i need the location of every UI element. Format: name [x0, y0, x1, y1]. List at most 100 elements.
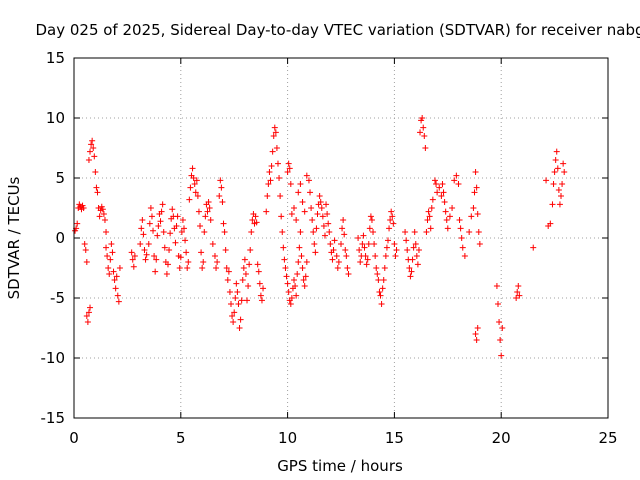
data-point	[316, 193, 323, 199]
x-tick-labels: 0 5 10 15 20 25	[69, 429, 617, 447]
x-tick-label: 15	[385, 429, 404, 447]
data-point	[189, 165, 196, 172]
data-point	[166, 247, 173, 253]
data-point	[295, 189, 302, 196]
data-point	[340, 217, 347, 223]
data-point	[313, 225, 320, 232]
data-point	[286, 165, 293, 172]
data-point	[152, 268, 159, 275]
data-point	[83, 313, 90, 319]
data-point	[197, 223, 204, 229]
data-point	[359, 241, 366, 247]
data-point	[456, 217, 463, 223]
data-point	[317, 199, 324, 205]
data-point	[139, 217, 146, 223]
data-point	[473, 184, 480, 191]
data-point	[223, 265, 230, 271]
data-point	[344, 265, 351, 271]
data-point	[302, 273, 309, 280]
data-point	[370, 229, 377, 235]
data-point	[293, 217, 300, 223]
data-point	[225, 268, 232, 275]
data-point	[443, 217, 450, 223]
data-point	[260, 285, 267, 292]
data-point	[389, 213, 396, 220]
data-point	[297, 181, 304, 187]
data-point	[252, 213, 259, 220]
data-point	[206, 205, 213, 211]
data-point	[179, 217, 186, 223]
data-point	[559, 181, 566, 187]
data-point	[280, 244, 287, 251]
data-point	[413, 253, 420, 259]
data-point	[217, 177, 224, 184]
data-point	[258, 297, 265, 304]
data-point	[169, 206, 176, 213]
data-point	[422, 145, 429, 151]
data-point	[547, 220, 554, 227]
data-point	[237, 316, 244, 323]
data-point	[253, 219, 260, 226]
data-point	[287, 181, 294, 187]
data-point	[374, 271, 381, 277]
data-point	[105, 265, 112, 271]
data-point	[183, 249, 190, 256]
data-point	[371, 241, 378, 247]
data-point	[297, 229, 304, 235]
data-point	[160, 229, 167, 235]
data-point	[291, 205, 298, 211]
data-point	[360, 232, 367, 239]
data-point	[386, 225, 393, 232]
data-point	[158, 208, 165, 215]
data-point	[256, 280, 263, 287]
data-point	[530, 244, 537, 251]
data-point	[248, 229, 255, 235]
data-point	[325, 220, 332, 227]
data-point	[355, 235, 362, 241]
data-point	[494, 301, 501, 307]
data-point	[276, 175, 283, 181]
data-point	[288, 211, 295, 217]
data-point	[238, 297, 245, 304]
data-point	[138, 225, 145, 232]
data-point	[341, 231, 348, 238]
data-point	[434, 189, 441, 196]
data-point	[110, 268, 117, 275]
data-point	[192, 189, 199, 196]
data-point	[87, 304, 94, 311]
data-point	[384, 237, 391, 244]
data-point	[148, 213, 155, 220]
data-point	[235, 301, 242, 307]
data-point	[287, 301, 294, 307]
data-point	[426, 213, 433, 220]
data-point	[420, 124, 427, 131]
data-point	[552, 157, 559, 163]
data-point	[100, 211, 107, 217]
data-point	[143, 251, 150, 258]
data-point	[423, 229, 430, 235]
data-point	[277, 193, 284, 199]
data-point	[190, 175, 197, 181]
data-point	[115, 298, 122, 305]
data-point	[263, 208, 270, 215]
data-point	[412, 241, 419, 247]
data-point	[194, 193, 201, 199]
data-point	[498, 352, 505, 359]
data-point	[554, 165, 561, 172]
data-point	[473, 337, 480, 343]
data-point	[553, 148, 560, 155]
data-point	[361, 244, 368, 251]
data-point	[172, 239, 179, 246]
data-point	[380, 277, 387, 283]
data-point	[242, 271, 249, 277]
data-point	[199, 265, 206, 271]
data-point	[219, 199, 226, 205]
data-point	[365, 241, 372, 247]
data-point	[342, 247, 349, 253]
data-point	[229, 313, 236, 319]
data-point	[204, 208, 211, 215]
data-point	[246, 261, 253, 268]
data-point	[267, 177, 274, 184]
data-point	[279, 229, 286, 235]
data-point	[80, 205, 87, 211]
